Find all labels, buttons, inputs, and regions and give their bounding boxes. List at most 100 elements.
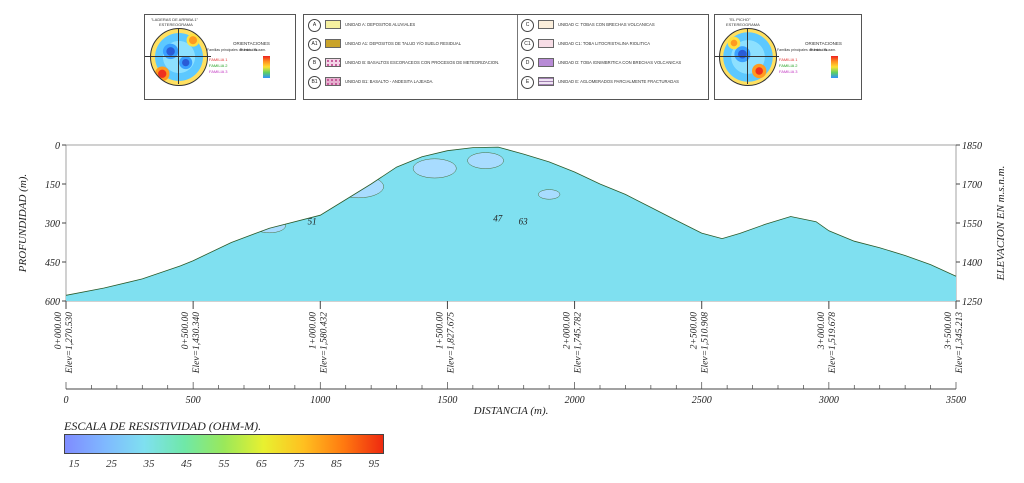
low-resistivity-pocket <box>412 158 457 179</box>
elevation-tick-label: 1700 <box>962 180 982 191</box>
stereonet-subtitle: ESTEREOGRAMA <box>726 22 760 27</box>
distance-axis: 0 500 1000 1500 2000 2500 3000 3500 <box>64 382 966 406</box>
elevation-axis-label: ELEVACION EN m.s.n.m. <box>995 166 1007 282</box>
scale-tick-label: 55 <box>218 458 230 470</box>
stereonet-panel-left: "LADERAS DE ARRIBA 1" ESTEREOGRAMA ORIEN… <box>144 14 296 100</box>
col-families: Familias principales de fracturas <box>777 48 828 52</box>
family-2: FAMILIA 2 <box>209 63 228 68</box>
station-label: Elev=1,510.908 <box>701 312 711 375</box>
unit-right-swatch-e <box>538 77 554 86</box>
family-3: FAMILIA 3 <box>209 69 228 74</box>
depth-axis-label: PROFUNDIDAD (m). <box>17 174 29 273</box>
low-resistivity-pocket <box>538 189 561 200</box>
contour-label: 63 <box>519 216 529 226</box>
density-colorbar <box>831 56 838 78</box>
orientations-title: ORIENTACIONES <box>233 41 270 46</box>
station-label: 2+500.00 <box>690 312 700 350</box>
unit-left-label-b: UNIDAD B: BASALTOS ESCORACEOS CON PROCES… <box>345 60 500 65</box>
resistivity-profile-chart: 51 47 63 0 150 300 450 600 1850 1700 1550 1400 125… <box>17 141 1007 417</box>
unit-left-label-b1: UNIDAD B1: BASALTO - ANDESITA LAJEADA. <box>345 79 434 84</box>
unit-right-label-c: UNIDAD C: TOBAS CON BRECHAS VOLCANICAS <box>558 22 655 27</box>
distance-tick-label: 2000 <box>565 395 585 406</box>
scale-tick-label: 35 <box>143 458 155 470</box>
unit-left-label-a: UNIDAD A: DEPOSITOS ALUVIALES <box>345 22 416 27</box>
stereonet-title: "EL PICHO" <box>729 17 751 22</box>
scale-tick-label: 65 <box>256 458 267 470</box>
scale-tick-label: 75 <box>293 458 305 470</box>
unit-left-code-a: A <box>308 19 321 32</box>
depth-axis: 0 150 300 450 600 <box>44 141 66 308</box>
depth-tick-label: 0 <box>55 141 60 152</box>
station-label: Elev=1,580.432 <box>319 312 329 375</box>
unit-left-code-a1: A1 <box>308 38 321 51</box>
contour-label: 51 <box>308 216 317 226</box>
density-colorbar <box>263 56 270 78</box>
distance-tick-label: 3000 <box>818 395 839 406</box>
depth-tick-label: 600 <box>45 297 60 308</box>
elevation-tick-label: 1850 <box>962 141 982 152</box>
unit-right-code-d: D <box>521 57 534 70</box>
resistivity-layers <box>66 147 956 301</box>
col-strike: Rumbo / Buzam. <box>810 48 837 52</box>
distance-tick-label: 2500 <box>692 395 712 406</box>
stereonet-title: "LADERAS DE ARRIBA 1" <box>151 17 199 22</box>
depth-tick-label: 300 <box>44 219 60 230</box>
station-label: Elev=1,745.782 <box>574 312 584 375</box>
unit-left-swatch-a1 <box>325 39 341 48</box>
station-label: 3+500.00 <box>944 312 954 351</box>
station-labels: 0+000.00 Elev=1,270.530 0+500.00 Elev=1,430… <box>54 301 965 374</box>
unit-right-code-e: E <box>521 76 534 89</box>
station-label: 1+000.00 <box>308 312 318 350</box>
station-label: Elev=1,270.530 <box>65 312 75 375</box>
station-label: Elev=1,827.675 <box>446 312 456 375</box>
unit-left-code-b1: B1 <box>308 76 321 89</box>
contour-label: 47 <box>493 214 503 224</box>
elevation-tick-label: 1400 <box>962 258 982 269</box>
family-1: FAMILIA 1 <box>779 57 798 62</box>
scale-tick-label: 45 <box>181 458 192 470</box>
unit-right-label-e: UNIDAD E: AGLOMERADOS PARCIALMENTE FRACT… <box>558 79 679 84</box>
unit-left-swatch-b <box>325 58 341 67</box>
depth-tick-label: 150 <box>45 180 60 191</box>
scale-tick-label: 95 <box>368 458 380 470</box>
station-label: 0+500.00 <box>181 312 191 350</box>
resistivity-layer-35 <box>66 147 956 301</box>
distance-tick-label: 0 <box>64 395 69 406</box>
unit-right-label-d: UNIDAD D: TOBA IGNIMBRITICA CON BRECHAS … <box>558 60 682 65</box>
station-label: Elev=1,519.678 <box>828 312 838 375</box>
station-label: Elev=1,345.213 <box>955 312 965 375</box>
elevation-axis: 1850 1700 1550 1400 1250 <box>956 141 982 308</box>
distance-axis-label: DISTANCIA (m). <box>473 405 549 417</box>
terrain-surface-line <box>65 146 957 296</box>
scale-tick-label: 25 <box>106 458 117 470</box>
station-label: Elev=1,430.340 <box>192 312 202 375</box>
station-label: 0+000.00 <box>54 312 64 350</box>
col-strike: Rumbo / Buzam. <box>240 48 267 52</box>
distance-tick-label: 1500 <box>437 395 457 406</box>
family-2: FAMILIA 2 <box>779 63 798 68</box>
stereonet-panel-right: "EL PICHO" ESTEREOGRAMA ORIENTACIONES Fa… <box>714 14 862 100</box>
station-label: 1+500.00 <box>435 312 445 350</box>
family-3: FAMILIA 3 <box>779 69 798 74</box>
station-label: 3+000.00 <box>817 312 827 351</box>
orientations-title: ORIENTACIONES <box>805 41 842 46</box>
stereonet-plot <box>719 28 777 86</box>
unit-right-swatch-d <box>538 58 554 67</box>
unit-right-code-c1: C1 <box>521 38 534 51</box>
distance-tick-label: 3500 <box>945 395 966 406</box>
elevation-tick-label: 1250 <box>962 297 982 308</box>
unit-right-swatch-c1 <box>538 39 554 48</box>
depth-tick-label: 450 <box>45 258 60 269</box>
stereonet-plot <box>150 28 208 86</box>
unit-right-swatch-c <box>538 20 554 29</box>
unit-left-label-a1: UNIDAD A1: DEPOSITOS DE TALUD Y/O SUELO … <box>345 41 462 46</box>
unit-left-swatch-a <box>325 20 341 29</box>
elevation-tick-label: 1550 <box>962 219 982 230</box>
distance-tick-label: 1000 <box>310 395 330 406</box>
contour-labels: 51 47 63 <box>308 214 529 227</box>
resistivity-scale-bar <box>64 434 384 454</box>
unit-right-label-c1: UNIDAD C1: TOBA LITOCRISTALINA RIOLITICA <box>558 41 651 46</box>
unit-left-code-b: B <box>308 57 321 70</box>
station-label: 2+000.00 <box>563 312 573 350</box>
legend-panels: "LADERAS DE ARRIBA 1" ESTEREOGRAMA ORIEN… <box>0 0 1024 110</box>
